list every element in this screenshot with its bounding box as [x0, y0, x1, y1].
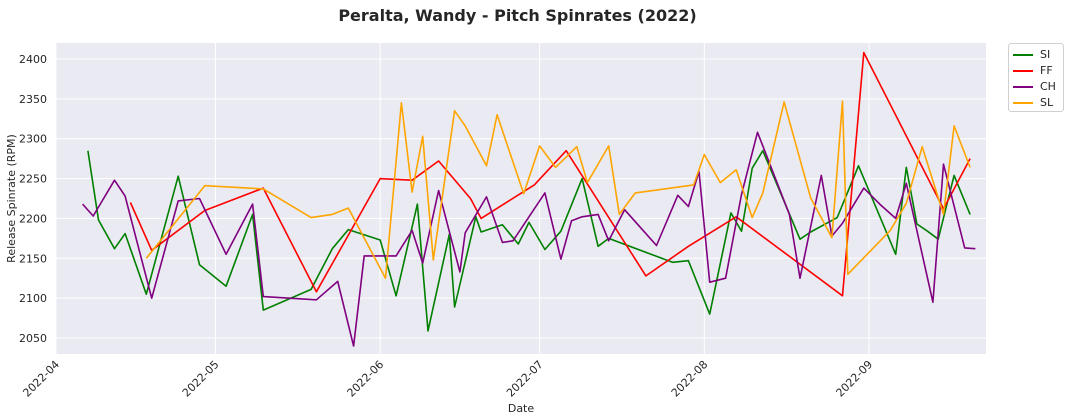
x-tick-label: 2022-06	[345, 358, 387, 400]
y-tick-label: 2150	[19, 252, 47, 265]
legend-label: SI	[1040, 48, 1051, 61]
y-tick-label: 2400	[19, 53, 47, 66]
legend-swatch	[1013, 86, 1033, 88]
x-tick-label: 2022-09	[834, 358, 876, 400]
series-line-ch	[82, 131, 976, 347]
series-line-sl	[145, 100, 971, 280]
legend-swatch	[1013, 54, 1033, 56]
x-tick-label: 2022-07	[504, 358, 546, 400]
y-tick-label: 2250	[19, 173, 47, 186]
chart-title: Peralta, Wandy - Pitch Spinrates (2022)	[338, 6, 697, 25]
legend-label: CH	[1040, 80, 1056, 93]
plot-area	[56, 43, 986, 354]
y-tick-labels: 2050 2100 2150 2200 2250 2300 2350 2400	[19, 53, 47, 345]
legend-label: FF	[1040, 64, 1053, 77]
y-tick-label: 2350	[19, 93, 47, 106]
x-tick-label: 2022-05	[180, 358, 222, 400]
x-tick-label: 2022-08	[669, 358, 711, 400]
y-tick-label: 2300	[19, 133, 47, 146]
y-tick-label: 2200	[19, 212, 47, 225]
y-tick-label: 2100	[19, 292, 47, 305]
y-axis-label: Release Spinrate (RPM)	[5, 134, 18, 263]
legend-swatch	[1013, 102, 1033, 104]
x-tick-label: 2022-04	[20, 358, 62, 400]
series-layer	[82, 51, 976, 347]
series-line-si	[87, 149, 971, 332]
y-tick-label: 2050	[19, 332, 47, 345]
legend-swatch	[1013, 70, 1033, 72]
legend: SI FF CH SL	[1008, 43, 1064, 112]
legend-label: SL	[1040, 96, 1054, 109]
x-tick-labels: 2022-04 2022-05 2022-06 2022-07 2022-08 2022-…	[20, 358, 875, 400]
x-axis-label: Date	[508, 402, 535, 415]
